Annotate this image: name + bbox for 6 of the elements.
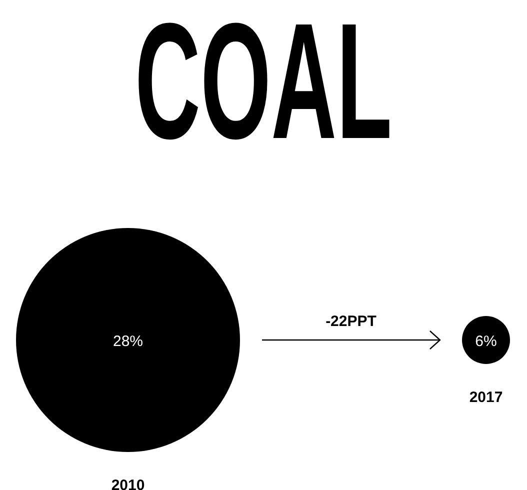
category-label: 2010 xyxy=(111,477,145,490)
text: -22PPT xyxy=(326,313,376,330)
category-label: 2017 xyxy=(469,389,503,406)
data-label: 6% xyxy=(475,333,497,350)
text: COAL xyxy=(134,0,392,174)
data-label: 28% xyxy=(112,333,144,350)
